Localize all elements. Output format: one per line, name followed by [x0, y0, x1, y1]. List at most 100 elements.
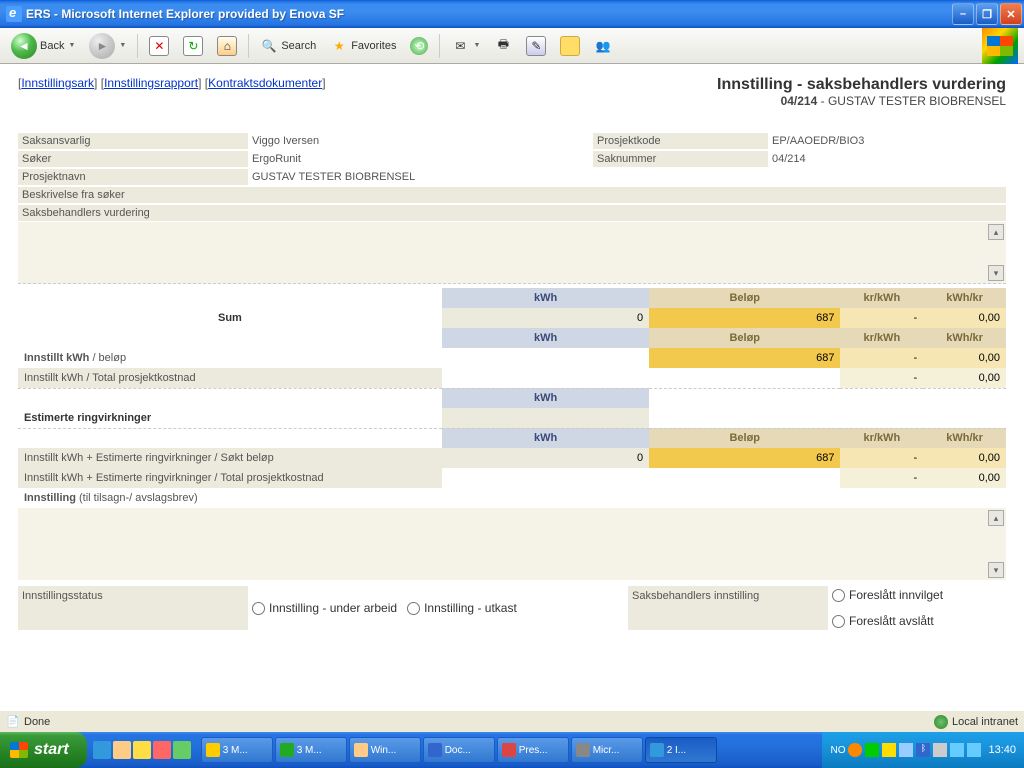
hdr-krkwh: kr/kWh	[840, 328, 923, 348]
label-saknummer: Saknummer	[593, 151, 768, 167]
value-saknummer: 04/214	[768, 151, 1006, 167]
back-button[interactable]: ◄ Back ▼	[6, 30, 80, 62]
hdr-kwhkr: kWh/kr	[923, 328, 1006, 348]
tray-icon[interactable]	[865, 743, 879, 757]
word-icon	[428, 743, 442, 757]
scroll-up-button[interactable]: ▴	[988, 510, 1004, 526]
radio-innvilget[interactable]: Foreslått innvilget	[832, 588, 1002, 602]
favorites-button[interactable]: ★ Favorites	[325, 34, 401, 58]
ql-desktop-icon[interactable]	[113, 741, 131, 759]
scroll-down-button[interactable]: ▾	[988, 265, 1004, 281]
hdr-kwh: kWh	[442, 288, 649, 308]
saksbehandlers-label: Saksbehandlers innstilling	[628, 586, 828, 630]
scroll-up-button[interactable]: ▴	[988, 224, 1004, 240]
ql-ie-icon[interactable]	[93, 741, 111, 759]
status-text: Done	[24, 716, 50, 728]
stop-button[interactable]: ✕	[144, 33, 174, 59]
minimize-button[interactable]: –	[952, 3, 974, 25]
task-label: Win...	[371, 745, 397, 756]
tray-volume-icon[interactable]	[933, 743, 947, 757]
chevron-down-icon: ▼	[119, 42, 126, 49]
print-button[interactable]: 🖶	[489, 34, 517, 58]
innstilt-sub: / beløp	[89, 352, 126, 364]
zone-text: Local intranet	[952, 716, 1018, 728]
refresh-button[interactable]: ↻	[178, 33, 208, 59]
stop-icon: ✕	[149, 36, 169, 56]
excel-icon	[280, 743, 294, 757]
search-button[interactable]: 🔍 Search	[255, 34, 321, 58]
maximize-button[interactable]: ❐	[976, 3, 998, 25]
discuss-button[interactable]	[555, 33, 585, 59]
mail-button[interactable]: ✉▼	[446, 34, 485, 58]
sum-kwh: 0	[442, 308, 649, 328]
radio-avslatt[interactable]: Foreslått avslått	[832, 614, 1002, 628]
radio-input[interactable]	[407, 602, 420, 615]
forward-icon: ►	[89, 33, 115, 59]
radio-input[interactable]	[832, 589, 845, 602]
value-soker: ErgoRunit	[248, 151, 593, 167]
start-label: start	[34, 741, 69, 759]
messenger-button[interactable]: 👥	[589, 34, 617, 58]
radio-input[interactable]	[832, 615, 845, 628]
label-beskrivelse: Beskrivelse fra søker	[18, 187, 1006, 203]
task-button[interactable]: Win...	[349, 737, 421, 763]
radio-under-arbeid[interactable]: Innstilling - under arbeid	[252, 601, 397, 615]
edit-button[interactable]: ✎	[521, 33, 551, 59]
tray-icon[interactable]	[848, 743, 862, 757]
ql-outlook-icon[interactable]	[133, 741, 151, 759]
sum-kwhkr: 0,00	[923, 308, 1006, 328]
task-button[interactable]: Doc...	[423, 737, 495, 763]
favorites-label: Favorites	[351, 40, 396, 52]
est-sokt-kwhkr: 0,00	[923, 448, 1006, 468]
hdr-kwhkr: kWh/kr	[923, 428, 1006, 448]
task-button[interactable]: 3 M...	[275, 737, 347, 763]
task-label: Pres...	[519, 745, 548, 756]
hdr-kwh: kWh	[442, 328, 649, 348]
tray-icon[interactable]	[967, 743, 981, 757]
ql-app-icon[interactable]	[153, 741, 171, 759]
hdr-krkwh: kr/kWh	[840, 288, 923, 308]
scroll-down-button[interactable]: ▾	[988, 562, 1004, 578]
windows-taskbar: start 3 M... 3 M... Win... Doc... Pres..…	[0, 732, 1024, 768]
tray-bluetooth-icon[interactable]: ᛒ	[916, 743, 930, 757]
separator	[439, 34, 440, 58]
radio-utkast[interactable]: Innstilling - utkast	[407, 601, 517, 615]
history-button[interactable]: ⟲	[405, 34, 433, 58]
vurdering-textarea[interactable]: ▴ ▾	[18, 222, 1006, 284]
window-titlebar: ERS - Microsoft Internet Explorer provid…	[0, 0, 1024, 28]
link-innstillingsrapport[interactable]: Innstillingsrapport	[104, 76, 198, 90]
tray-network-icon[interactable]	[899, 743, 913, 757]
powerpoint-icon	[502, 743, 516, 757]
innstilt-krkwh: -	[840, 348, 923, 368]
label-prosjektkode: Prosjektkode	[593, 133, 768, 149]
history-icon: ⟲	[410, 37, 428, 55]
tray-icon[interactable]	[882, 743, 896, 757]
home-button[interactable]: ⌂	[212, 33, 242, 59]
innstilling-textarea[interactable]: ▴ ▾	[18, 508, 1006, 580]
task-button[interactable]: 2 I...	[645, 737, 717, 763]
windows-flag-icon	[987, 36, 1013, 56]
ql-app-icon[interactable]	[173, 741, 191, 759]
lang-indicator[interactable]: NO	[830, 745, 845, 756]
link-innstillingsark[interactable]: Innstillingsark	[21, 76, 94, 90]
page-title: Innstilling - saksbehandlers vurdering	[717, 76, 1006, 94]
task-button[interactable]: Micr...	[571, 737, 643, 763]
close-button[interactable]: ✕	[1000, 3, 1022, 25]
outlook-icon	[206, 743, 220, 757]
radio-input[interactable]	[252, 602, 265, 615]
innstilt-belop: 687	[649, 348, 840, 368]
hdr-belop: Beløp	[649, 428, 840, 448]
forward-button[interactable]: ► ▼	[84, 30, 131, 62]
star-icon: ★	[330, 37, 348, 55]
task-button[interactable]: 3 M...	[201, 737, 273, 763]
start-button[interactable]: start	[0, 732, 87, 768]
link-kontraktsdokumenter[interactable]: Kontraktsdokumenter	[208, 76, 322, 90]
est-tot-krkwh: -	[840, 468, 923, 488]
clock[interactable]: 13:40	[988, 744, 1016, 756]
tray-icon[interactable]	[950, 743, 964, 757]
ie-throbber	[982, 28, 1018, 64]
value-prosjektkode: EP/AAOEDR/BIO3	[768, 133, 1006, 149]
task-button[interactable]: Pres...	[497, 737, 569, 763]
ie-icon	[650, 743, 664, 757]
separator	[248, 34, 249, 58]
